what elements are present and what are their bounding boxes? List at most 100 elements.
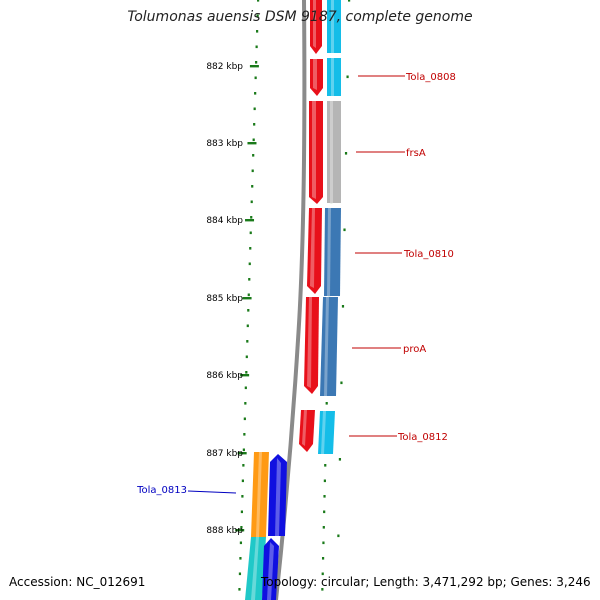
feature-label-tola-0810[interactable]: Tola_0810 (403, 249, 454, 260)
ruler-dot-inner (244, 402, 247, 405)
arrow-highlight (275, 458, 281, 536)
ruler-tick-label: 885 kbp (206, 294, 243, 304)
ruler-dot-inner (249, 247, 252, 250)
block-highlight (331, 0, 334, 53)
ruler-tick-label: 886 kbp (206, 371, 243, 381)
ruler-dot-outer-major (340, 381, 343, 385)
ruler-dot-outer (322, 526, 325, 529)
arrow-highlight (310, 208, 315, 288)
ruler-dot-outer (321, 588, 324, 591)
ruler-dot-inner (241, 495, 244, 498)
ruler-tick (245, 219, 255, 222)
ruler-dot-inner (255, 61, 258, 64)
ruler-dot-outer-major (341, 305, 345, 308)
arrow-highlight (313, 59, 317, 90)
ruler-dot-outer (322, 541, 325, 545)
ruler-dot-inner (247, 293, 250, 297)
ruler-dot-outer (325, 402, 328, 405)
feature-block-teal[interactable] (245, 537, 266, 600)
ruler-tick-label: 887 kbp (206, 449, 243, 459)
arrow-highlight (302, 410, 307, 446)
ruler-tick-label: 883 kbp (206, 139, 243, 149)
ruler-dot-inner (243, 417, 246, 421)
ruler-tick (237, 452, 247, 455)
ruler-dot-inner (252, 138, 255, 142)
feature-block-steel[interactable] (320, 297, 338, 396)
ruler-dot-inner (244, 386, 247, 390)
ruler-dot-inner (252, 154, 255, 157)
forward-cds-arrow[interactable] (310, 0, 322, 54)
ruler-tick (242, 297, 252, 300)
arrow-highlight (267, 542, 274, 600)
ruler-tick (235, 529, 245, 532)
block-highlight (330, 101, 333, 203)
ruler-dot-outer-major (343, 228, 346, 232)
ruler-dot-outer (323, 495, 326, 498)
forward-cds-arrow[interactable] (310, 59, 323, 96)
genome-title: Tolumonas auensis DSM 9187, complete gen… (127, 9, 473, 25)
ruler-tick (249, 65, 259, 68)
feature-block-cyan[interactable] (327, 58, 341, 96)
block-highlight (251, 537, 259, 600)
ruler-dot-inner (249, 231, 252, 235)
reverse-cds-arrow[interactable] (268, 454, 287, 536)
feature-block-gray[interactable] (327, 101, 341, 203)
feature-label-tola-0808[interactable]: Tola_0808 (405, 72, 456, 83)
ruler-tick-label: 884 kbp (206, 216, 243, 226)
ruler-dot-outer-major (346, 75, 349, 79)
ruler-dot-inner (254, 76, 257, 80)
ruler-dot-inner (245, 355, 248, 359)
feature-block-cyan[interactable] (318, 411, 335, 454)
ruler-dot-inner (256, 14, 259, 18)
ruler-dot-outer (324, 464, 327, 467)
ruler-dot-inner (239, 541, 243, 545)
ruler-dot-inner (251, 185, 254, 188)
arrow-highlight (307, 297, 312, 388)
reverse-cds-arrow[interactable] (262, 538, 279, 600)
ruler-tick-label: 882 kbp (206, 62, 243, 72)
arrow-highlight (312, 101, 316, 199)
ruler-dot-inner (253, 123, 256, 126)
ruler-dot-outer-major (338, 458, 342, 461)
ruler-dot-inner (247, 309, 250, 312)
ruler-dot-inner (243, 433, 246, 436)
feature-label-proa[interactable]: proA (403, 344, 426, 355)
ruler-dot-inner (248, 262, 251, 266)
ruler-dot-inner (248, 278, 251, 281)
ruler-dot-outer (321, 572, 324, 576)
label-leader-line (187, 490, 237, 494)
ruler-dot-inner (256, 30, 259, 33)
ruler-dot-outer-major (344, 152, 348, 155)
block-highlight (256, 452, 262, 537)
block-highlight (321, 411, 326, 454)
block-highlight (331, 58, 334, 96)
accession-label: Accession: NC_012691 (9, 575, 146, 589)
ruler-dot-inner (241, 479, 244, 483)
ruler-dot-inner (254, 92, 257, 95)
forward-cds-arrow[interactable] (307, 208, 322, 294)
ruler-dot-inner (238, 572, 242, 576)
feature-label-tola-0813[interactable]: Tola_0813 (136, 485, 187, 496)
ruler-dot-inner (240, 510, 244, 514)
forward-cds-arrow[interactable] (309, 101, 323, 204)
ruler-dot-inner (242, 464, 245, 467)
feature-block-steel[interactable] (324, 208, 341, 296)
feature-block-cyan[interactable] (327, 0, 341, 53)
ruler-dot-inner (242, 448, 245, 452)
feature-label-frsa[interactable]: frsA (406, 148, 426, 159)
arrow-highlight (313, 0, 316, 48)
ruler-dot-outer-major (348, 0, 351, 2)
feature-block-orange[interactable] (251, 452, 269, 537)
ruler-tick (247, 142, 257, 145)
feature-label-tola-0812[interactable]: Tola_0812 (397, 432, 448, 443)
ruler-dot-inner (240, 526, 243, 529)
forward-cds-arrow[interactable] (304, 297, 319, 394)
ruler-dot-outer (323, 479, 326, 483)
ruler-dot-inner (246, 324, 249, 328)
ruler-dot-outer (321, 557, 325, 560)
forward-cds-arrow[interactable] (299, 410, 315, 452)
ruler-dot-inner (245, 371, 248, 374)
ruler-dot-inner (257, 0, 260, 2)
topology-label: Topology: circular; Length: 3,471,292 bp… (261, 575, 591, 589)
